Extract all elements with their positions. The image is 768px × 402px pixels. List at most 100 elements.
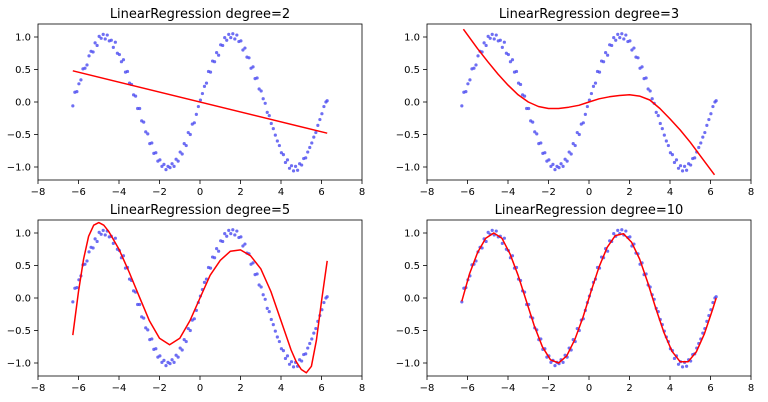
- scatter-point: [488, 36, 492, 40]
- scatter-point: [646, 87, 650, 91]
- scatter-point: [689, 163, 693, 167]
- scatter-point: [154, 347, 158, 351]
- scatter-point: [676, 166, 681, 170]
- scatter-point: [223, 232, 227, 236]
- scatter-point: [221, 43, 225, 48]
- x-tick-label: −8: [31, 187, 46, 198]
- scatter-point: [87, 54, 91, 58]
- scatter-point: [306, 346, 310, 350]
- x-tick-label: −6: [460, 187, 475, 198]
- panel-title: LinearRegression degree=3: [499, 7, 679, 22]
- scatter-point: [176, 159, 180, 163]
- scatter-point: [685, 168, 689, 172]
- scatter-point: [87, 250, 91, 254]
- scatter-point: [229, 36, 233, 40]
- scatter-point: [180, 152, 184, 156]
- scatter-point: [316, 123, 320, 127]
- scatter-point: [142, 120, 146, 124]
- scatter-point: [527, 106, 531, 111]
- scatter-point: [182, 338, 186, 342]
- scatter-point: [551, 162, 555, 166]
- scatter-point: [310, 337, 314, 341]
- scatter-point: [318, 117, 322, 122]
- y-tick-label: 0.0: [15, 294, 31, 305]
- scatter-point: [263, 297, 267, 301]
- scatter-point: [322, 104, 326, 109]
- scatter-point: [320, 112, 324, 116]
- x-tick-label: 0: [586, 383, 592, 394]
- scatter-point: [591, 84, 596, 88]
- scatter-point: [178, 346, 182, 350]
- scatter-point: [672, 356, 677, 361]
- scatter-point: [682, 164, 687, 168]
- scatter-point: [312, 135, 316, 139]
- scatter-point: [79, 78, 83, 82]
- scatter-point: [267, 114, 271, 118]
- scatter-point: [616, 32, 620, 37]
- scatter-point: [604, 51, 608, 55]
- scatter-point: [273, 329, 277, 333]
- scatter-point: [247, 56, 251, 60]
- scatter-point: [178, 150, 182, 154]
- scatter-point: [259, 89, 263, 93]
- panel-title: LinearRegression degree=2: [110, 7, 290, 22]
- scatter-point: [654, 110, 658, 114]
- scatter-point: [624, 229, 628, 233]
- scatter-point: [113, 236, 117, 240]
- scatter-point: [557, 166, 561, 170]
- scatter-point: [494, 229, 498, 233]
- scatter-point: [138, 106, 142, 111]
- scatter-point: [217, 249, 221, 253]
- scatter-point: [93, 41, 97, 45]
- scatter-point: [212, 256, 217, 260]
- scatter-point: [547, 158, 551, 162]
- scatter-point: [85, 63, 89, 67]
- scatter-point: [93, 237, 97, 241]
- scatter-point: [577, 132, 581, 137]
- scatter-point: [150, 337, 154, 341]
- scatter-point: [620, 228, 624, 232]
- scatter-point: [636, 56, 640, 60]
- panel-degree-5: LinearRegression degree=5 −8 −6 −4 −2 0 2 4 6 8 −…: [7, 203, 365, 394]
- scatter-point: [291, 365, 296, 369]
- x-tick-label: 2: [237, 187, 243, 198]
- scatter-point: [146, 328, 150, 332]
- scatter-point: [277, 143, 281, 148]
- scatter-point: [680, 169, 685, 173]
- scatter-point: [251, 261, 255, 265]
- scatter-point: [158, 354, 162, 358]
- x-tick-label: 6: [318, 187, 324, 198]
- x-tick-label: 2: [626, 383, 632, 394]
- scatter-point: [119, 60, 124, 64]
- panel-degree-2: LinearRegression degree=2 −8 −6 −4 −2 0 2 4 6 8 −…: [7, 7, 365, 198]
- scatter-point: [672, 160, 677, 165]
- scatter-point: [490, 228, 494, 232]
- x-tick-label: 4: [278, 187, 284, 198]
- scatter-point: [103, 233, 107, 237]
- scatter-point: [703, 130, 707, 135]
- scatter-point: [701, 135, 705, 139]
- scatter-point: [275, 139, 279, 143]
- scatter-point: [583, 112, 587, 116]
- regression-line: [72, 70, 328, 134]
- scatter-point: [75, 90, 79, 94]
- scatter-point: [95, 43, 99, 48]
- scatter-point: [281, 349, 286, 353]
- scatter-point: [460, 104, 464, 108]
- scatter-point: [265, 306, 269, 310]
- y-tick-label: 0.0: [404, 294, 420, 305]
- scatter-point: [306, 150, 310, 154]
- x-tick-label: 8: [359, 187, 365, 198]
- x-tick-label: 8: [748, 187, 754, 198]
- scatter-point: [658, 121, 662, 126]
- scatter-point: [182, 142, 186, 146]
- scatter-point: [192, 317, 196, 321]
- scatter-point: [168, 362, 172, 366]
- scatter-point: [200, 91, 205, 96]
- scatter-point: [601, 60, 606, 64]
- scatter-point: [697, 145, 701, 150]
- scatter-point: [650, 97, 654, 101]
- scatter-point: [261, 97, 265, 101]
- scatter-point: [257, 283, 261, 287]
- scatter-point: [666, 143, 670, 148]
